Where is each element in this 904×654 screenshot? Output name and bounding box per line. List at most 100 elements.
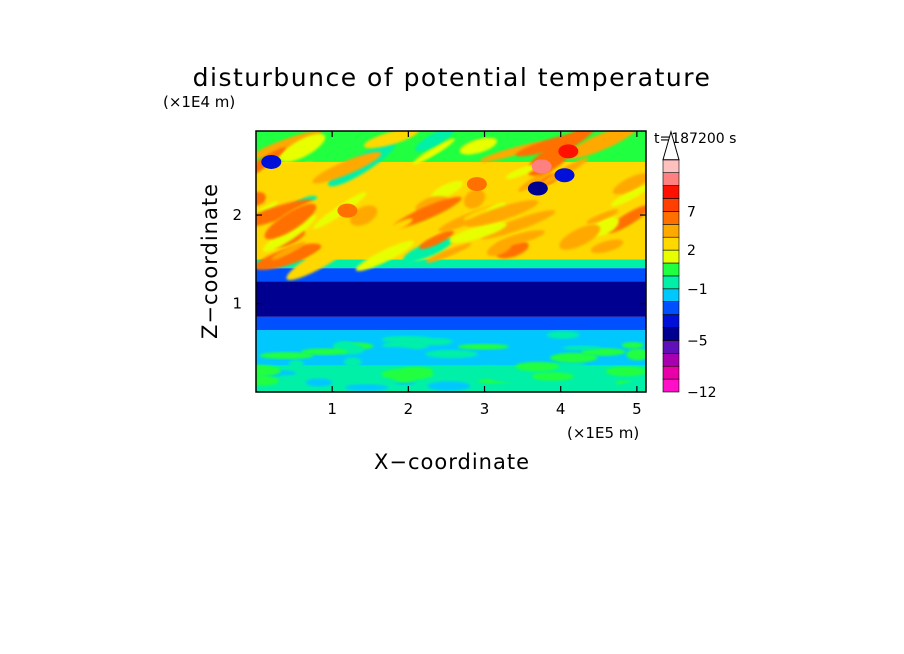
x-tick-label: 4 xyxy=(556,400,566,418)
field-texture xyxy=(546,331,580,339)
field-texture xyxy=(288,359,304,368)
colorbar-level-3 xyxy=(662,340,680,354)
field-texture xyxy=(501,383,522,391)
field-feature-4 xyxy=(466,177,487,192)
colorbar-level-0 xyxy=(662,378,680,393)
field-texture xyxy=(363,131,419,149)
field-texture xyxy=(586,209,619,224)
field-band-3 xyxy=(256,281,646,317)
colorbar-tick-label: −1 xyxy=(687,282,708,298)
colorbar-level-12 xyxy=(662,224,680,238)
field-feature-1 xyxy=(527,181,548,196)
field-texture xyxy=(518,168,554,192)
x-tick-label: 3 xyxy=(480,400,490,418)
colorbar-level-17 xyxy=(662,159,680,174)
field-texture xyxy=(270,375,316,386)
field-texture xyxy=(607,205,646,233)
field-texture xyxy=(425,243,472,263)
field-texture xyxy=(457,343,509,350)
field-texture xyxy=(590,239,624,254)
field-features xyxy=(256,131,646,392)
colorbar-level-9 xyxy=(662,262,680,277)
field-texture xyxy=(256,199,314,228)
field-texture xyxy=(280,133,326,162)
field-texture xyxy=(414,131,455,152)
field-texture xyxy=(465,200,539,227)
field-texture xyxy=(427,381,471,391)
field-texture xyxy=(425,349,478,359)
chart-title: disturbunce of potential temperature xyxy=(193,63,712,92)
field-texture xyxy=(263,214,317,252)
plot-area xyxy=(256,131,646,392)
field-texture xyxy=(626,348,646,361)
colorbar-tick-label: 2 xyxy=(687,243,696,259)
field-band-2 xyxy=(256,316,646,331)
colorbar-tick-label: 7 xyxy=(687,204,696,220)
colorbar-level-7 xyxy=(662,288,680,302)
colorbar-extend-arrow xyxy=(662,129,680,161)
field-texture xyxy=(566,131,638,159)
time-label: t=187200 s xyxy=(654,131,736,147)
field-texture xyxy=(371,347,417,359)
field-feature-6 xyxy=(261,154,282,169)
field-feature-0 xyxy=(531,159,552,174)
plot-frame xyxy=(255,130,647,393)
colorbar-level-6 xyxy=(662,301,680,315)
field-texture xyxy=(611,184,646,207)
colorbar-level-14 xyxy=(662,198,680,212)
field-texture xyxy=(300,367,327,373)
x-tick-label: 2 xyxy=(404,400,414,418)
field-texture xyxy=(295,162,317,177)
field-feature-3 xyxy=(558,144,579,159)
field-texture xyxy=(480,210,556,239)
colorbar-level-1 xyxy=(662,365,680,380)
field-feature-5 xyxy=(337,203,358,218)
colorbar-tick-label: −5 xyxy=(687,333,708,349)
x-axis-label: X−coordinate xyxy=(374,450,530,474)
y-tick-label: 2 xyxy=(232,206,242,224)
field-texture xyxy=(355,240,415,271)
field-texture xyxy=(605,366,646,377)
colorbar-level-4 xyxy=(662,327,680,341)
field-texture xyxy=(264,203,317,240)
field-texture xyxy=(378,379,399,385)
field-texture xyxy=(617,381,646,392)
field-texture xyxy=(256,131,322,159)
field-texture xyxy=(368,218,413,243)
field-texture xyxy=(300,348,348,356)
field-texture xyxy=(505,164,539,179)
colorbar-level-16 xyxy=(662,172,680,186)
field-band-5 xyxy=(256,259,646,269)
field-texture xyxy=(402,237,453,263)
field-texture xyxy=(305,378,333,387)
field-texture xyxy=(286,237,356,281)
field-texture xyxy=(418,230,454,250)
field-band-4 xyxy=(256,268,646,282)
colorbar: −12−5−127 xyxy=(662,129,717,401)
field-texture xyxy=(381,368,434,381)
field-texture xyxy=(344,384,389,391)
y-axis-ticks: 12 xyxy=(232,206,646,313)
colorbar-tick-label: −12 xyxy=(687,385,717,401)
field-texture xyxy=(549,352,598,363)
colorbar-level-11 xyxy=(662,236,680,251)
field-texture xyxy=(381,335,432,344)
y-tick-label: 1 xyxy=(232,295,242,313)
field-texture xyxy=(431,180,464,199)
field-texture xyxy=(259,351,314,360)
field-texture xyxy=(559,224,601,250)
field-texture xyxy=(489,371,534,383)
y-unit-label: (×1E4 m) xyxy=(163,93,235,111)
field-texture xyxy=(621,341,644,349)
colorbar-level-15 xyxy=(662,185,680,199)
field-texture xyxy=(459,137,497,155)
colorbar-level-8 xyxy=(662,275,680,290)
field-texture xyxy=(312,151,382,184)
field-texture xyxy=(463,189,486,209)
field-texture xyxy=(413,138,455,165)
y-axis-label: Z−coordinate xyxy=(198,183,222,339)
field-texture xyxy=(495,230,545,247)
field-texture xyxy=(581,348,626,356)
field-texture xyxy=(256,375,279,386)
